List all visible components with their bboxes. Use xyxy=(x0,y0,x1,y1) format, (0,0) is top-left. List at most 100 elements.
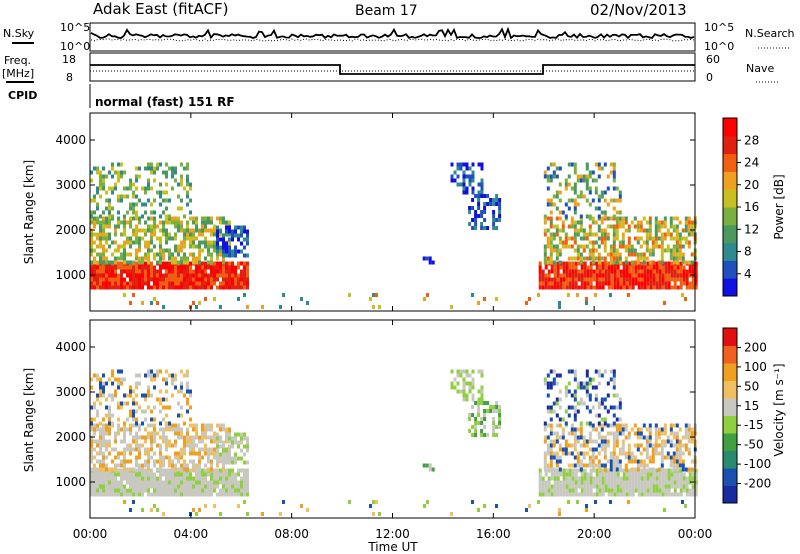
echo-cell xyxy=(99,214,102,219)
echo-cell xyxy=(655,480,659,485)
echo-cell xyxy=(547,492,551,497)
echo-cell xyxy=(570,224,574,229)
echo-cell xyxy=(637,484,641,489)
echo-cell xyxy=(213,232,216,237)
echo-cell xyxy=(186,488,189,493)
echo-cell xyxy=(640,472,644,477)
echo-cell xyxy=(591,377,595,382)
echo-cell xyxy=(555,431,559,436)
echo-cell xyxy=(168,427,171,432)
echo-cell xyxy=(595,468,599,473)
echo-cell xyxy=(546,373,550,378)
echo-cell xyxy=(538,488,542,493)
echo-cell xyxy=(486,433,490,437)
echo-cell xyxy=(631,480,635,485)
echo-cell xyxy=(604,269,608,274)
echo-cell xyxy=(625,269,629,274)
echo-cell xyxy=(207,285,210,290)
echo-cell xyxy=(426,500,429,504)
echo-cell xyxy=(102,435,105,440)
echo-cell xyxy=(186,281,189,286)
echo-cell xyxy=(558,301,561,305)
echo-cell xyxy=(141,202,144,207)
echo-cell xyxy=(102,472,105,477)
echo-cell xyxy=(114,435,117,440)
echo-cell xyxy=(495,198,499,202)
echo-cell xyxy=(156,224,159,229)
echo-cell xyxy=(228,460,231,465)
echo-cell xyxy=(594,439,598,444)
echo-cell xyxy=(159,463,162,468)
echo-cell xyxy=(177,427,180,432)
echo-cell xyxy=(195,512,198,516)
echo-cell xyxy=(552,467,556,472)
echo-cell xyxy=(102,220,105,225)
echo-cell xyxy=(147,260,150,265)
echo-cell xyxy=(622,281,626,286)
echo-cell xyxy=(483,504,486,508)
echo-cell xyxy=(240,436,243,441)
echo-cell xyxy=(640,285,644,290)
echo-cell xyxy=(147,186,150,191)
echo-cell xyxy=(672,228,676,233)
echo-cell xyxy=(219,488,222,493)
echo-cell xyxy=(102,166,105,171)
echo-cell xyxy=(150,435,153,440)
echo-cell xyxy=(138,273,141,278)
echo-cell xyxy=(549,216,553,221)
echo-cell xyxy=(135,281,138,286)
echo-cell xyxy=(120,174,123,179)
echo-cell xyxy=(579,427,583,432)
echo-cell xyxy=(631,488,635,493)
echo-cell xyxy=(679,484,683,489)
echo-cell xyxy=(468,166,472,171)
echo-cell xyxy=(558,240,562,245)
echo-cell xyxy=(204,484,207,489)
echo-cell xyxy=(606,224,610,229)
echo-cell xyxy=(102,443,105,448)
echo-cell xyxy=(649,480,653,485)
echo-cell xyxy=(552,451,556,456)
echo-cell xyxy=(237,444,240,449)
echo-cell xyxy=(99,488,102,493)
echo-cell xyxy=(108,431,111,436)
echo-cell xyxy=(228,245,231,250)
echo-cell xyxy=(615,256,619,261)
echo-cell xyxy=(132,194,135,199)
echo-cell xyxy=(606,431,610,436)
echo-cell xyxy=(237,504,240,508)
y-tick-label: 3000 xyxy=(55,385,86,399)
echo-cell xyxy=(562,277,566,282)
echo-cell xyxy=(646,480,650,485)
echo-cell xyxy=(631,277,635,282)
echo-cell xyxy=(654,236,658,241)
echo-cell xyxy=(129,431,132,436)
echo-cell xyxy=(99,459,102,464)
echo-cell xyxy=(474,433,478,437)
echo-cell xyxy=(165,232,168,237)
echo-cell xyxy=(667,285,671,290)
echo-cell xyxy=(204,463,207,468)
echo-cell xyxy=(594,447,598,452)
echo-cell xyxy=(681,244,685,249)
echo-cell xyxy=(648,216,652,221)
echo-cell xyxy=(135,261,138,266)
x-tick-label: 04:00 xyxy=(174,527,209,541)
echo-cell xyxy=(616,277,620,282)
echo-cell xyxy=(147,281,150,286)
echo-cell xyxy=(667,480,671,485)
echo-cell xyxy=(624,427,628,432)
echo-cell xyxy=(225,480,228,485)
echo-cell xyxy=(135,256,138,261)
echo-cell xyxy=(546,463,550,468)
echo-cell xyxy=(207,265,210,270)
echo-cell xyxy=(159,265,162,270)
echo-cell xyxy=(594,186,598,191)
x-tick-label: 00:00 xyxy=(73,527,108,541)
echo-cell xyxy=(547,476,551,481)
echo-cell xyxy=(664,281,668,286)
echo-cell xyxy=(222,269,225,274)
echo-cell xyxy=(579,381,583,386)
echo-cell xyxy=(565,472,569,477)
nsky-label: N.Sky xyxy=(3,27,35,40)
